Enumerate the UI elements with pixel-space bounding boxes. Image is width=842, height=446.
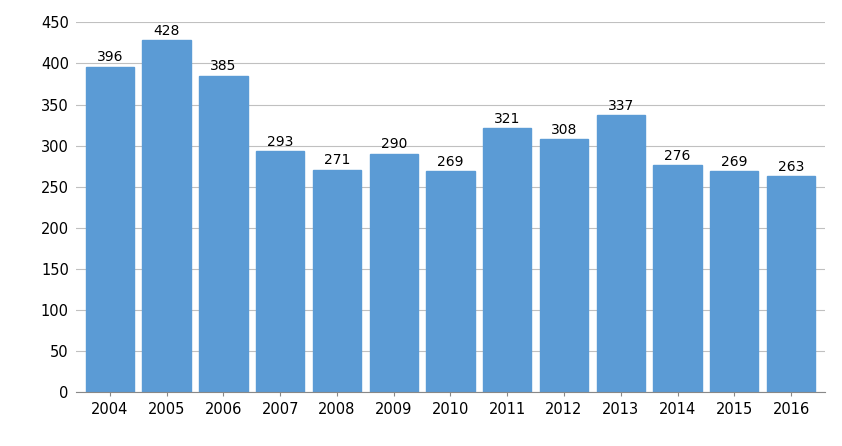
Bar bbox=[256, 152, 304, 392]
Text: 321: 321 bbox=[494, 112, 520, 126]
Text: 428: 428 bbox=[153, 24, 180, 38]
Bar bbox=[767, 176, 815, 392]
Text: 308: 308 bbox=[551, 123, 578, 136]
Bar bbox=[483, 128, 531, 392]
Text: 269: 269 bbox=[721, 155, 748, 169]
Text: 269: 269 bbox=[437, 155, 464, 169]
Text: 293: 293 bbox=[267, 135, 293, 149]
Text: 263: 263 bbox=[778, 160, 804, 173]
Bar bbox=[710, 171, 759, 392]
Bar bbox=[200, 76, 248, 392]
Bar bbox=[597, 115, 645, 392]
Bar bbox=[426, 171, 475, 392]
Bar bbox=[540, 139, 589, 392]
Text: 396: 396 bbox=[97, 50, 123, 64]
Bar bbox=[312, 169, 361, 392]
Text: 385: 385 bbox=[210, 59, 237, 73]
Text: 276: 276 bbox=[664, 149, 690, 163]
Bar bbox=[142, 41, 191, 392]
Bar bbox=[86, 67, 134, 392]
Text: 271: 271 bbox=[323, 153, 350, 167]
Text: 337: 337 bbox=[608, 99, 634, 113]
Text: 290: 290 bbox=[381, 137, 407, 152]
Bar bbox=[653, 165, 701, 392]
Bar bbox=[370, 154, 418, 392]
